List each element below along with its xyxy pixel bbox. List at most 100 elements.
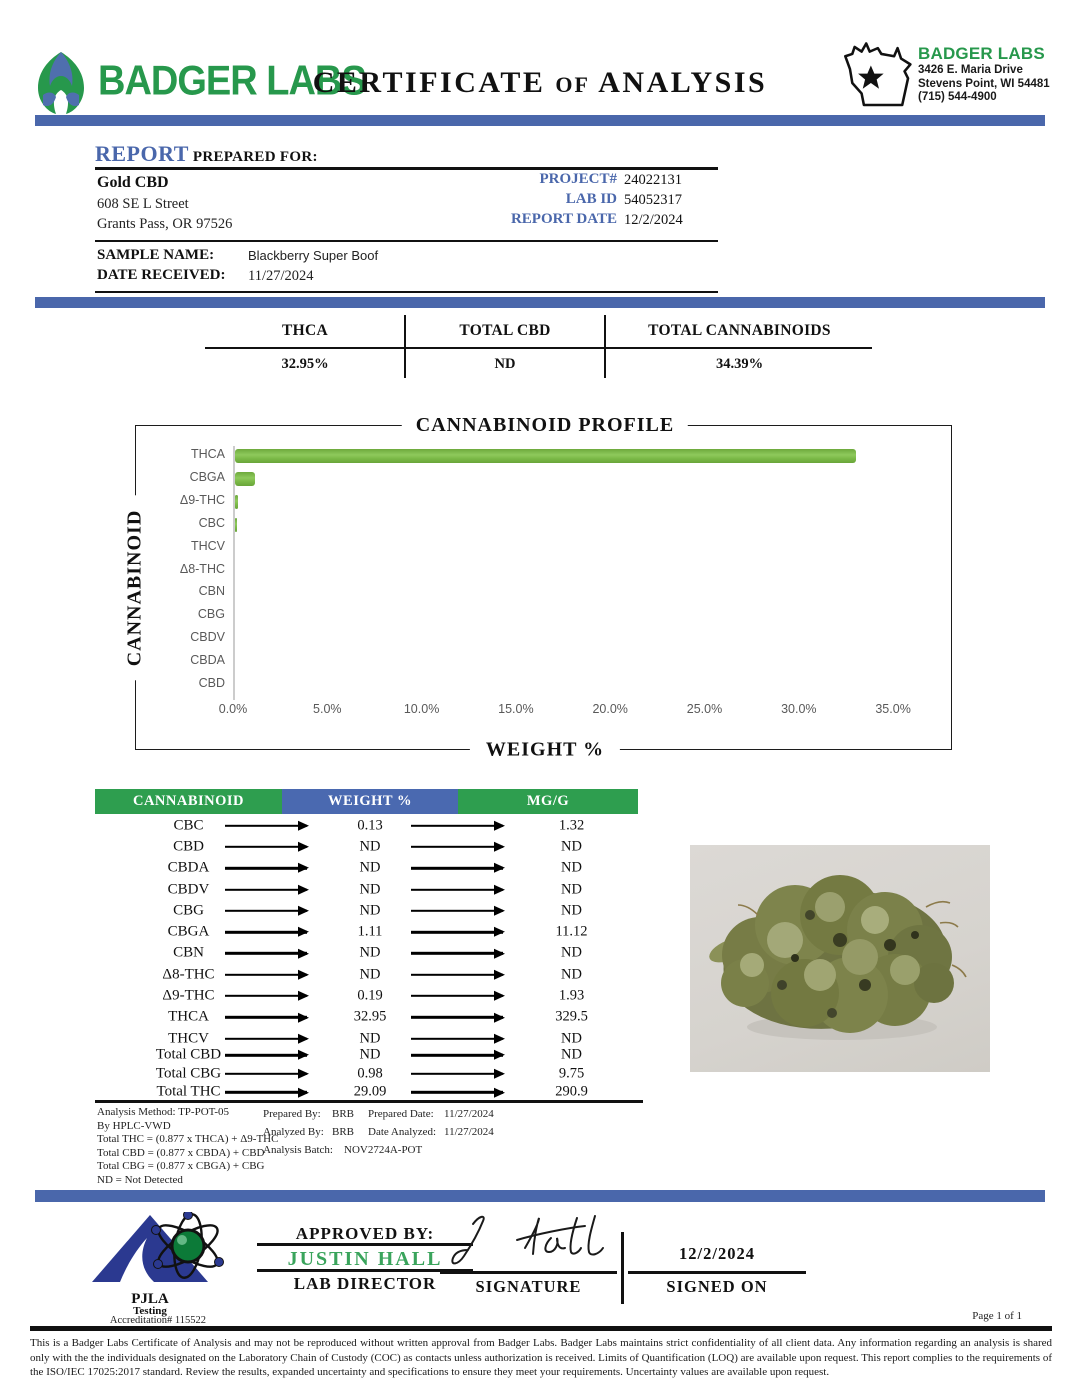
analysis-batch-value: NOV2724A-POT <box>344 1144 423 1156</box>
chart-x-tick-label: 10.0% <box>403 702 440 716</box>
footer-divider-bar <box>35 1190 1045 1202</box>
arrow-icon <box>225 845 307 849</box>
accreditation-number: Accreditation# 115522 <box>109 1315 207 1326</box>
summary-cbd-value: ND <box>494 356 516 372</box>
results-header: CANNABINOID WEIGHT % MG/G <box>95 789 638 814</box>
result-mgg-value: 1.93 <box>558 987 585 1004</box>
note-line: Total CBG = (0.877 x CBGA) + CBG <box>97 1160 265 1172</box>
approver-title: LAB DIRECTOR <box>293 1274 437 1293</box>
chart-bar <box>234 494 239 509</box>
arrow-icon <box>411 1091 503 1094</box>
result-row: CBN ND ND <box>95 943 638 964</box>
result-name: THCA <box>168 1008 209 1025</box>
arrow-icon <box>225 1037 307 1040</box>
report-heading: REPORT PREPARED FOR: <box>95 141 318 167</box>
summary-cannabinoids-label: TOTAL CANNABINOIDS <box>648 322 831 339</box>
sample-top-line <box>95 240 718 242</box>
signature-icon <box>445 1210 655 1272</box>
result-mgg-value: 9.75 <box>558 1065 585 1082</box>
arrow-icon <box>411 1054 503 1057</box>
chart-x-tick-label: 0.0% <box>218 702 248 716</box>
result-name: THCV <box>168 1030 209 1047</box>
result-weight-value: 29.09 <box>353 1083 387 1100</box>
result-name: Δ9-THC <box>162 987 215 1004</box>
prepared-by-label: Prepared By: <box>263 1108 321 1120</box>
arrow-icon <box>225 930 307 934</box>
title-certificate: CERTIFICATE <box>312 66 546 99</box>
signature-label: SIGNATURE <box>475 1277 582 1296</box>
report-word: REPORT <box>95 141 189 166</box>
page-number: Page 1 of 1 <box>972 1310 1022 1322</box>
approver-name-line <box>257 1269 473 1272</box>
result-weight-value: ND <box>359 881 381 898</box>
arrow-icon <box>411 973 503 976</box>
chart-category-label: CBDV <box>190 630 225 645</box>
result-row: Δ8-THC ND ND <box>95 964 638 985</box>
arrow-icon <box>225 867 307 870</box>
result-row: CBC 0.13 1.32 <box>95 815 638 836</box>
result-mgg-value: ND <box>561 1046 582 1063</box>
result-weight-value: 0.13 <box>357 817 383 834</box>
date-analyzed-value: 11/27/2024 <box>444 1126 494 1138</box>
approver-name: JUSTIN HALL <box>287 1248 443 1270</box>
arrow-icon <box>411 845 503 849</box>
result-weight-value: 0.19 <box>357 987 383 1004</box>
arrow-icon <box>225 1016 307 1019</box>
lab-address-block: BADGER LABS 3426 E. Maria Drive Stevens … <box>918 44 1078 105</box>
chart-category-label: Δ8-THC <box>179 561 225 576</box>
analyzed-by-label: Analyzed By: <box>263 1126 324 1138</box>
wisconsin-map-icon <box>843 36 915 116</box>
results-bottom-line <box>95 1100 643 1103</box>
result-mgg-value: 1.32 <box>558 817 585 834</box>
result-weight-value: ND <box>359 944 381 961</box>
arrow-icon <box>225 1072 307 1076</box>
arrow-icon <box>225 1054 307 1057</box>
sample-bottom-line <box>95 291 718 293</box>
arrow-icon <box>225 824 307 827</box>
arrow-icon <box>225 888 307 891</box>
result-name: CBD <box>173 838 204 855</box>
result-weight-value: 0.98 <box>357 1065 383 1082</box>
result-name: Total CBG <box>155 1065 222 1082</box>
footer-disclaimer: This is a Badger Labs Certificate of Ana… <box>30 1337 1052 1378</box>
title-of: OF <box>555 72 590 97</box>
client-name: Gold CBD <box>97 174 169 191</box>
summary-divider-2 <box>604 315 606 378</box>
chart-category-label: CBC <box>198 515 225 530</box>
lab-phone: (715) 544-4900 <box>918 91 997 103</box>
result-name: CBDA <box>167 859 210 876</box>
project-label: PROJECT# <box>539 171 617 187</box>
chart-category-label: CBG <box>197 607 225 622</box>
client-address-2: Grants Pass, OR 97526 <box>97 216 233 232</box>
report-date-label: REPORT DATE <box>510 211 617 227</box>
signed-on-line <box>628 1271 806 1274</box>
lab-address-2: Stevens Point, WI 54481 <box>918 77 1050 90</box>
chart-x-tick-label: 35.0% <box>875 702 911 716</box>
total-row: Total THC 29.09 290.9 <box>95 1083 638 1102</box>
page-title: CERTIFICATE OF ANALYSIS <box>300 66 780 100</box>
badger-labs-wordmark: BADGER LABS <box>98 58 367 105</box>
chart-bar <box>234 471 256 486</box>
col-header-cannabinoid: CANNABINOID <box>95 789 282 814</box>
result-row: CBD ND ND <box>95 836 638 857</box>
result-weight-value: 1.11 <box>357 923 383 940</box>
chart-x-tick-label: 30.0% <box>781 702 817 716</box>
pjla-logo-icon <box>90 1210 250 1292</box>
report-underline <box>95 167 718 170</box>
chart-category-label: CBGA <box>189 469 225 484</box>
result-mgg-value: ND <box>561 881 582 898</box>
analyzed-by-value: BRB <box>332 1126 355 1138</box>
report-date-value: 12/2/2024 <box>624 212 683 228</box>
result-row: CBDA ND ND <box>95 858 638 879</box>
note-line: Analysis Method: TP-POT-05 <box>97 1106 230 1118</box>
arrow-icon <box>411 952 503 955</box>
result-row: CBG ND ND <box>95 900 638 921</box>
arrow-icon <box>411 909 503 913</box>
result-name: CBC <box>173 817 204 834</box>
date-received-value: 11/27/2024 <box>248 268 314 284</box>
chart-category-label: CBN <box>198 584 225 599</box>
signed-on-label: SIGNED ON <box>666 1277 768 1296</box>
summary-thca-label: THCA <box>282 322 328 339</box>
arrow-icon <box>411 994 503 998</box>
signed-on-date: 12/2/2024 <box>679 1244 755 1263</box>
